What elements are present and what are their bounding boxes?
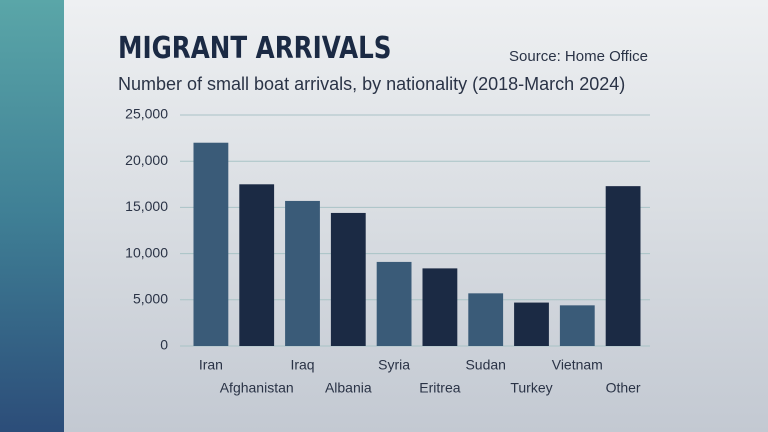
bar <box>422 268 458 346</box>
chart-title: MIGRANT ARRIVALS <box>118 32 392 66</box>
bar <box>239 184 275 346</box>
bar <box>559 305 595 346</box>
y-tick-label: 15,000 <box>125 198 168 214</box>
x-tick-label: Other <box>606 380 641 396</box>
y-tick-label: 5,000 <box>133 291 168 307</box>
bar <box>285 200 320 346</box>
x-tick-label: Afghanistan <box>220 380 294 396</box>
x-tick-label: Turkey <box>510 380 552 396</box>
source: Source: Home Office <box>509 48 648 65</box>
x-tick-label: Albania <box>325 380 372 396</box>
bar <box>468 293 504 346</box>
y-tick-label: 25,000 <box>125 106 168 122</box>
bar <box>605 186 641 346</box>
y-tick-label: 10,000 <box>125 244 168 260</box>
bar <box>514 302 549 346</box>
subtitle: Number of small boat arrivals, by nation… <box>118 74 625 94</box>
x-tick-label: Eritrea <box>419 380 460 396</box>
y-tick-label: 20,000 <box>125 152 168 168</box>
bar <box>193 142 229 346</box>
x-tick-label: Iraq <box>290 357 314 373</box>
x-tick-label: Vietnam <box>552 357 603 373</box>
x-tick-label: Iran <box>199 357 223 373</box>
side-image <box>0 0 64 432</box>
x-tick-label: Syria <box>378 357 410 373</box>
x-tick-label: Sudan <box>465 357 505 373</box>
bar <box>376 261 412 346</box>
y-tick-label: 0 <box>160 337 168 353</box>
bar <box>330 212 366 346</box>
